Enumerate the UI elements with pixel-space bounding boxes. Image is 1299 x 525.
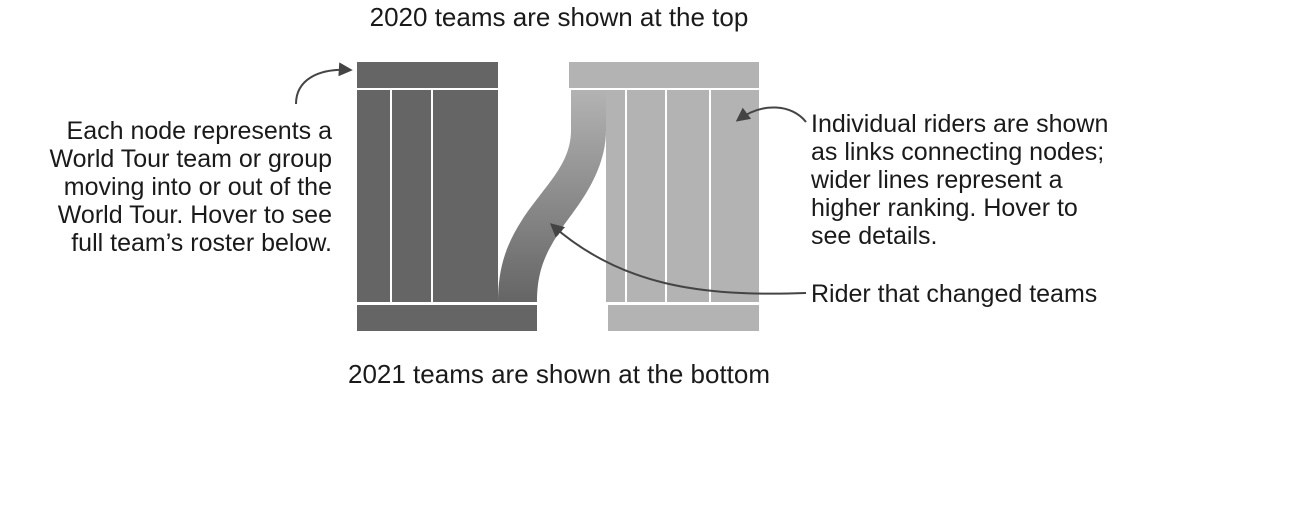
left-note-line: moving into or out of the xyxy=(64,173,332,201)
left-note-line: full team’s roster below. xyxy=(71,229,332,257)
team-node-2021-light[interactable] xyxy=(608,305,759,331)
rider-note: Rider that changed teams xyxy=(811,280,1097,308)
bottom-caption: 2021 teams are shown at the bottom xyxy=(348,359,770,389)
rider-note-arrow-icon xyxy=(549,223,807,295)
right-note-line: higher ranking. Hover to xyxy=(811,194,1078,222)
team-node-dark-body[interactable] xyxy=(357,90,498,302)
team-node-light[interactable] xyxy=(569,62,759,302)
rider-link-changed-team[interactable] xyxy=(498,90,606,302)
left-note: Each node represents a World Tour team o… xyxy=(49,117,332,257)
left-note-line: World Tour. Hover to see xyxy=(58,201,332,229)
team-node-2021-dark[interactable] xyxy=(357,305,537,331)
right-note-line: wider lines represent a xyxy=(810,166,1063,194)
left-note-arrow-icon xyxy=(295,62,353,105)
team-node-dark-top[interactable] xyxy=(357,62,498,88)
right-note-line: see details. xyxy=(811,222,937,250)
top-caption: 2020 teams are shown at the top xyxy=(370,2,749,32)
team-node-light-top[interactable] xyxy=(569,62,759,88)
team-node-light-body[interactable] xyxy=(606,90,759,302)
left-note-line: World Tour team or group xyxy=(49,145,332,173)
team-node-dark[interactable] xyxy=(357,62,498,302)
right-note: Individual riders are shown as links con… xyxy=(810,110,1108,250)
right-note-line: as links connecting nodes; xyxy=(811,138,1104,166)
right-note-line: Individual riders are shown xyxy=(811,110,1108,138)
left-note-line: Each node represents a xyxy=(67,117,333,145)
right-note-arrow-icon xyxy=(735,106,807,123)
